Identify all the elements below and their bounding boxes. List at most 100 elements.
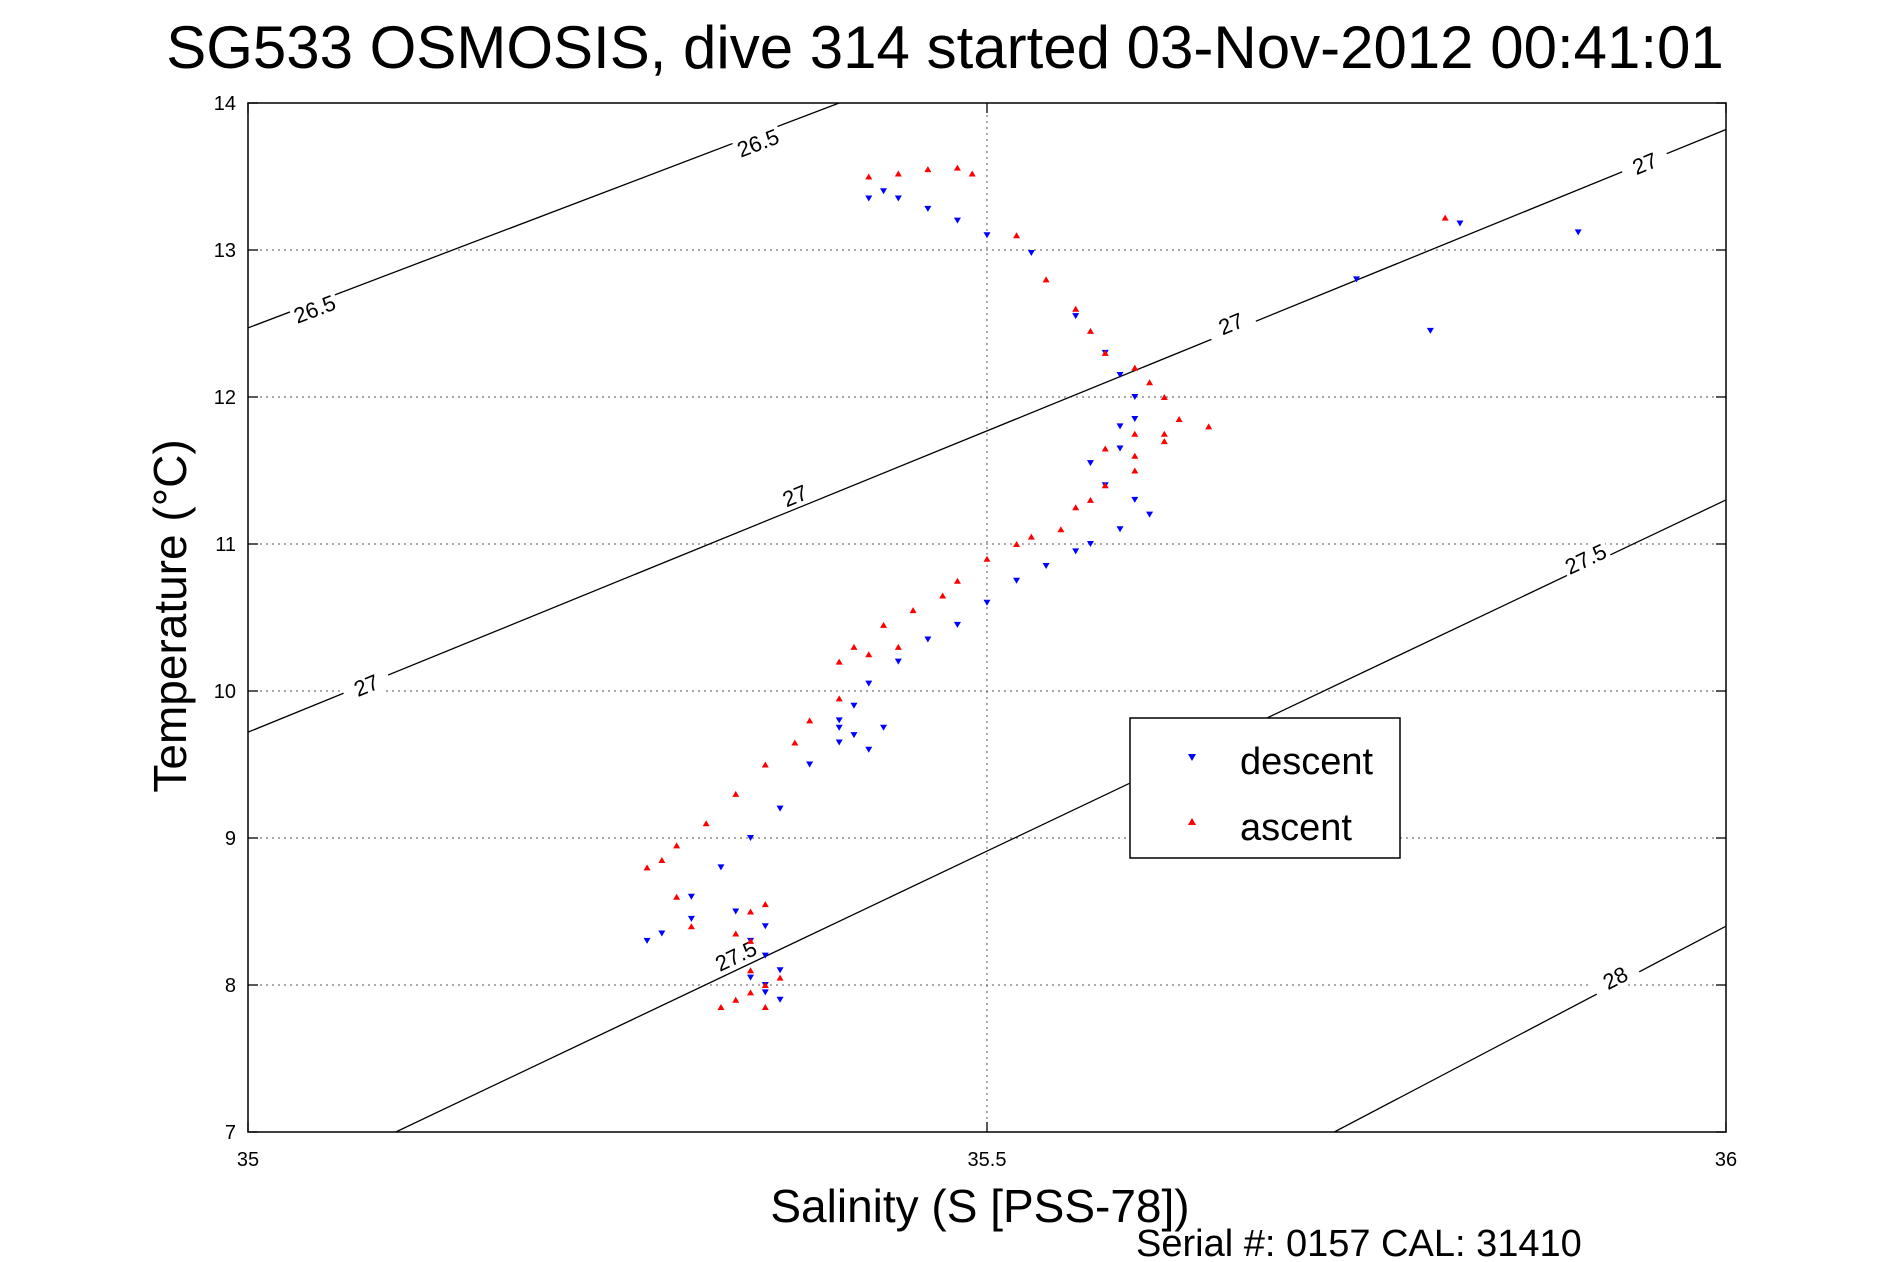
ascent-series xyxy=(643,164,1449,1011)
y-tick-label: 8 xyxy=(225,975,236,997)
y-tick-label: 14 xyxy=(214,93,236,115)
descent-point xyxy=(1027,249,1035,256)
descent-point xyxy=(747,974,755,981)
legend-descent-marker xyxy=(1188,754,1196,761)
descent-point xyxy=(761,923,769,930)
y-tick-label: 11 xyxy=(215,534,236,556)
descent-point xyxy=(687,893,695,900)
legend-descent-label: descent xyxy=(1240,741,1374,783)
descent-point xyxy=(658,930,666,937)
descent-point xyxy=(1072,313,1080,320)
ascent-point xyxy=(850,643,858,650)
ascent-point xyxy=(1013,541,1021,547)
ascent-point xyxy=(835,658,843,665)
ascent-point xyxy=(747,989,755,996)
descent-point xyxy=(1086,460,1094,467)
descent-point xyxy=(924,205,932,212)
descent-point xyxy=(761,989,769,996)
descent-point xyxy=(880,188,888,195)
descent-point xyxy=(1146,511,1154,518)
legend-ascent-label: ascent xyxy=(1240,807,1352,849)
descent-point xyxy=(717,864,725,871)
ascent-point xyxy=(968,170,976,177)
descent-point xyxy=(1574,229,1582,236)
descent-series xyxy=(643,188,1582,1003)
ascent-point xyxy=(732,930,740,937)
ascent-point xyxy=(1131,430,1139,437)
descent-point xyxy=(850,732,858,739)
axes: 35 35.5 36 7 8 9 10 11 12 13 14 xyxy=(214,93,1737,1171)
descent-point xyxy=(835,717,843,724)
ascent-point xyxy=(806,717,814,724)
ascent-point xyxy=(761,901,769,908)
ascent-point xyxy=(1013,232,1021,239)
descent-point xyxy=(894,658,902,665)
axes-box xyxy=(247,102,1727,1133)
descent-point xyxy=(1116,423,1124,430)
contour-label-bg xyxy=(287,289,342,329)
y-tick-label: 9 xyxy=(225,828,236,850)
descent-point xyxy=(1131,416,1139,423)
ascent-point xyxy=(776,974,784,981)
descent-point xyxy=(687,915,695,922)
contour-label-bg xyxy=(1204,303,1258,344)
descent-point xyxy=(806,761,814,768)
x-axis-label: Salinity (S [PSS-78]) xyxy=(770,1180,1189,1232)
ascent-point xyxy=(1101,482,1109,489)
ascent-point xyxy=(643,864,651,871)
ascent-point xyxy=(894,170,902,177)
x-tick-label: 35.5 xyxy=(968,1149,1007,1171)
legend-box xyxy=(1129,717,1401,859)
ascent-point xyxy=(1160,438,1168,445)
descent-point xyxy=(776,996,784,1003)
ascent-point xyxy=(1086,496,1094,503)
ascent-point xyxy=(687,923,695,930)
legend: descent ascent xyxy=(1129,717,1401,859)
ascent-point xyxy=(747,908,755,915)
contour-label-bg xyxy=(708,934,763,977)
descent-point xyxy=(865,680,873,687)
descent-point xyxy=(747,835,755,841)
descent-point xyxy=(1116,371,1124,378)
x-tick-label: 36 xyxy=(1715,1149,1737,1171)
ascent-point xyxy=(1131,467,1139,474)
descent-point xyxy=(1042,563,1050,570)
ascent-point xyxy=(1175,416,1183,423)
descent-point xyxy=(1131,496,1139,503)
descent-point xyxy=(953,621,961,628)
y-axis-label: Temperature (°C) xyxy=(144,439,196,792)
descent-point xyxy=(983,232,991,239)
descent-point xyxy=(865,746,873,753)
ascent-point xyxy=(761,982,769,988)
descent-point xyxy=(880,724,888,731)
ascent-point xyxy=(865,173,873,180)
contour-label-26.5: 26.5 xyxy=(290,290,339,329)
descent-point xyxy=(983,599,991,606)
descent-point xyxy=(1353,276,1360,283)
ascent-point xyxy=(702,820,710,827)
y-tick-label: 13 xyxy=(214,240,236,262)
ascent-point xyxy=(1205,423,1213,430)
descent-point xyxy=(835,724,843,731)
descent-point xyxy=(1131,394,1139,400)
contour-label-bg xyxy=(1588,955,1642,1000)
ascent-point xyxy=(1441,214,1449,221)
descent-point xyxy=(1013,577,1021,584)
descent-point xyxy=(924,636,932,643)
ascent-point xyxy=(732,790,740,797)
ascent-point xyxy=(747,937,755,944)
descent-point xyxy=(1116,445,1124,452)
ascent-point xyxy=(791,739,799,746)
ascent-point xyxy=(1042,276,1050,283)
ascent-point xyxy=(761,1004,769,1011)
descent-point xyxy=(835,739,843,746)
descent-point xyxy=(1086,541,1094,547)
ascent-point xyxy=(865,651,873,658)
descent-point xyxy=(1072,548,1080,555)
ascent-point xyxy=(747,967,755,974)
descent-point xyxy=(732,908,740,915)
contour-label-bg xyxy=(1558,537,1613,580)
contour-label-bg xyxy=(339,664,393,706)
ascent-point xyxy=(717,1004,725,1011)
